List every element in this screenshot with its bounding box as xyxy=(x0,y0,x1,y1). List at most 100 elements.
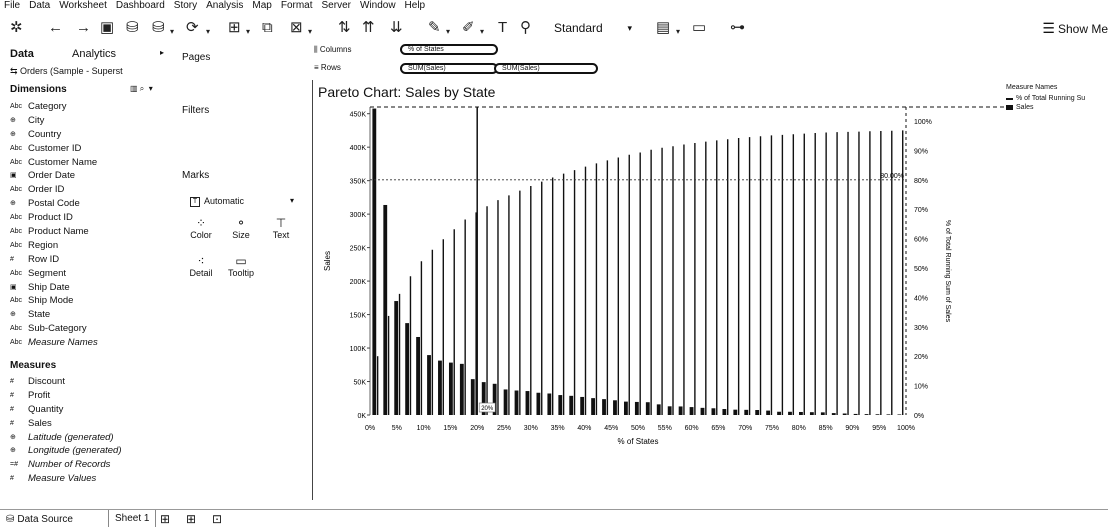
presentation-icon[interactable]: ▭ xyxy=(692,19,707,36)
dimension-field[interactable]: Abc Measure Names xyxy=(10,336,170,350)
measure-field[interactable]: # Discount xyxy=(10,375,170,389)
new-worksheet-icon[interactable]: ⊞ xyxy=(228,19,241,36)
dimension-field[interactable]: Abc Order ID xyxy=(10,183,170,197)
clear-dropdown-icon[interactable]: ▾ xyxy=(308,27,313,36)
menu-map[interactable]: Map xyxy=(252,0,272,11)
measure-field[interactable]: # Quantity xyxy=(10,403,170,417)
columns-pill[interactable]: % of States xyxy=(400,44,498,55)
pareto-chart[interactable]: 0K 50K 100K 150K 200K 250K 300K 350K 400K 450K 0% 1… xyxy=(312,80,1012,502)
dimension-field[interactable]: ⊕ Country xyxy=(10,128,170,142)
measure-field[interactable]: ⊕ Latitude (generated) xyxy=(10,431,170,445)
legend-item-sales[interactable]: Sales xyxy=(1006,103,1108,112)
dimension-field-name: Country xyxy=(28,128,62,140)
text-button[interactable]: ⊤ Text xyxy=(264,216,298,240)
save-icon[interactable]: ▣ xyxy=(100,19,115,36)
measure-field[interactable]: =# Number of Records xyxy=(10,458,170,472)
text-mark-icon: T xyxy=(190,196,200,207)
new-dashboard-icon[interactable]: ⊞ xyxy=(186,512,197,526)
chart-type-dropdown-icon[interactable]: ▾ xyxy=(676,27,681,36)
sort-descending-icon[interactable]: ⇊ xyxy=(390,19,403,36)
tooltip-button[interactable]: ▭ Tooltip xyxy=(224,254,258,278)
dimension-field[interactable]: Abc Product ID xyxy=(10,211,170,225)
marks-type-select[interactable]: T Automatic ▾ xyxy=(190,194,294,208)
number-type-icon: # xyxy=(10,419,14,427)
menu-window[interactable]: Window xyxy=(359,0,396,11)
tab-data[interactable]: Data xyxy=(10,48,34,60)
refresh-dropdown-icon[interactable]: ▾ xyxy=(206,27,211,36)
show-me-button[interactable]: ☰ Show Me xyxy=(1042,20,1108,37)
menu-analysis[interactable]: Analysis xyxy=(206,0,244,11)
sort-ascending-icon[interactable]: ⇈ xyxy=(362,19,375,36)
share-icon[interactable]: ⊶ xyxy=(730,19,745,36)
measure-field-name: Discount xyxy=(28,376,65,387)
dimension-field[interactable]: Abc Category xyxy=(10,100,170,114)
label-icon[interactable]: T xyxy=(498,19,508,36)
x-tick-label: 50% xyxy=(631,425,645,432)
dimension-field[interactable]: ⊕ City xyxy=(10,114,170,128)
color-button[interactable]: ⁘ Color xyxy=(184,216,218,240)
menu-server[interactable]: Server xyxy=(321,0,351,11)
menu-worksheet[interactable]: Worksheet xyxy=(59,0,107,11)
menu-data[interactable]: Data xyxy=(29,0,51,11)
dimension-field[interactable]: # Row ID xyxy=(10,253,170,267)
number-type-icon: # xyxy=(10,378,14,385)
dimension-field[interactable]: Abc Customer Name xyxy=(10,156,170,170)
pin-icon[interactable]: ⚲ xyxy=(520,19,531,36)
pause-dropdown-icon[interactable]: ▾ xyxy=(170,27,175,36)
refresh-icon[interactable]: ⟳ xyxy=(186,19,199,36)
menu-file[interactable]: File xyxy=(4,0,21,11)
undo-icon[interactable]: ← xyxy=(48,19,63,36)
menu-story[interactable]: Story xyxy=(173,0,198,11)
measure-field[interactable]: # Sales xyxy=(10,417,170,431)
highlight-icon[interactable]: ✎ xyxy=(428,19,441,36)
new-datasource-icon[interactable]: ⛁ xyxy=(126,19,139,36)
data-source-tab[interactable]: ⛁ Data Source xyxy=(6,514,73,525)
legend-item-running-sum[interactable]: % of Total Running Su xyxy=(1006,94,1108,103)
datasource-item[interactable]: ⇆ Orders (Sample - Superst xyxy=(10,66,123,77)
rows-pill-sales[interactable]: SUM(Sales) xyxy=(400,63,498,74)
sales-bar xyxy=(448,362,453,415)
detail-button[interactable]: ⁖ Detail xyxy=(184,254,218,278)
chevron-right-icon[interactable]: ▸ xyxy=(160,48,165,57)
new-worksheet-icon[interactable]: ⊞ xyxy=(160,512,171,526)
dimension-field[interactable]: ▣ Order Date xyxy=(10,169,170,183)
sheet-tabs-bar: ⛁ Data Source Sheet 1 ⊞ ⊞ ⊡ xyxy=(0,509,1108,527)
menu-format[interactable]: Format xyxy=(280,0,313,11)
measure-field[interactable]: # Measure Values xyxy=(10,472,170,486)
clear-icon[interactable]: ⊠ xyxy=(290,19,303,36)
menu-dashboard[interactable]: Dashboard xyxy=(115,0,165,11)
new-story-icon[interactable]: ⊡ xyxy=(212,512,223,526)
dimension-field[interactable]: Abc Product Name xyxy=(10,225,170,239)
dimension-field[interactable]: Abc Segment xyxy=(10,267,170,281)
duplicate-icon[interactable]: ⧉ xyxy=(262,19,273,36)
measure-field[interactable]: # Profit xyxy=(10,389,170,403)
dimension-field[interactable]: Abc Sub-Category xyxy=(10,322,170,336)
dimension-field[interactable]: Abc Region xyxy=(10,239,170,253)
measure-field-name: Quantity xyxy=(28,403,64,415)
y2-tick-label: 40% xyxy=(914,295,928,302)
dimension-field[interactable]: Abc Ship Mode xyxy=(10,294,170,308)
tableau-logo-icon[interactable]: ✲ xyxy=(10,19,23,36)
marks-card-label: Marks xyxy=(182,170,210,181)
highlight-dropdown-icon[interactable]: ▾ xyxy=(446,27,451,36)
measures-header: Measures xyxy=(10,360,57,371)
pause-icon[interactable]: ⛁ xyxy=(152,19,165,36)
redo-icon[interactable]: → xyxy=(76,19,91,36)
sheet-tab-active[interactable]: Sheet 1 xyxy=(108,510,157,527)
group-dropdown-icon[interactable]: ▾ xyxy=(480,27,485,36)
dimensions-tools[interactable]: ▥ ⌕ ▾ xyxy=(130,84,153,93)
fit-select[interactable]: Standard ▾ xyxy=(550,20,636,36)
menu-help[interactable]: Help xyxy=(404,0,426,11)
measure-field[interactable]: ⊕ Longitude (generated) xyxy=(10,444,170,458)
dimension-field[interactable]: Abc Customer ID xyxy=(10,142,170,156)
new-worksheet-dropdown-icon[interactable]: ▾ xyxy=(246,27,251,36)
dimension-field[interactable]: ▣ Ship Date xyxy=(10,281,170,295)
dimension-field[interactable]: ⊕ State xyxy=(10,308,170,322)
swap-icon[interactable]: ⇅ xyxy=(338,19,351,36)
size-button[interactable]: ⚬ Size xyxy=(224,216,258,240)
dimension-field[interactable]: ⊕ Postal Code xyxy=(10,197,170,211)
rows-pill-running-sum[interactable]: SUM(Sales) xyxy=(494,63,598,74)
group-icon[interactable]: ✐ xyxy=(462,19,475,36)
chart-type-icon[interactable]: ▤ xyxy=(656,19,671,36)
tab-analytics[interactable]: Analytics xyxy=(72,48,117,60)
